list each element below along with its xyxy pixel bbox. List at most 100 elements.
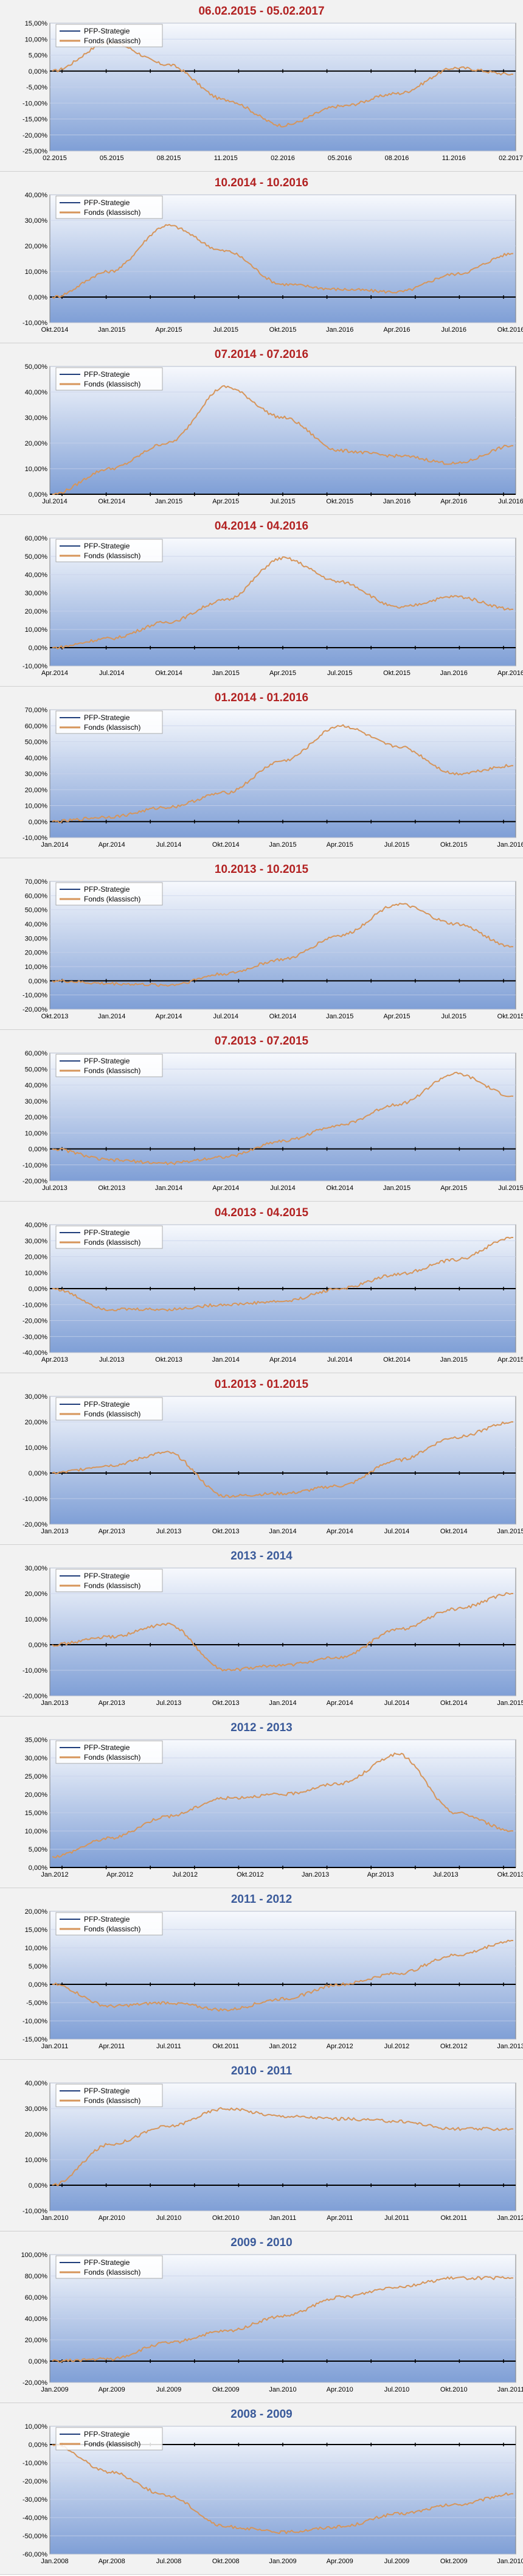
- chart-title: 2013 - 2014: [230, 1550, 293, 1563]
- chart-title: 2010 - 2011: [230, 2065, 293, 2077]
- x-tick-label: Apr.2014: [155, 1013, 182, 1020]
- series-line-fonds-klassisch: [52, 903, 514, 987]
- y-tick-label: -10,00%: [23, 2460, 47, 2467]
- y-tick-label: 10,00%: [25, 1270, 48, 1277]
- y-tick-label: -20,00%: [23, 2478, 47, 2485]
- y-tick-label: -20,00%: [23, 1178, 47, 1185]
- x-tick-label: Apr.2015: [327, 841, 353, 849]
- x-tick-label: Apr.2008: [99, 2558, 125, 2565]
- y-tick-label: 10,00%: [25, 1444, 48, 1452]
- x-tick-label: 11.2015: [214, 155, 238, 162]
- x-tick-label: Jul.2013: [156, 1699, 182, 1707]
- series-line-fonds-klassisch: [52, 1939, 514, 2012]
- legend-box: [55, 1912, 163, 1936]
- y-tick-label: 10,00%: [25, 626, 48, 634]
- x-tick-label: Jan.2008: [41, 2558, 68, 2565]
- x-tick-label: Jan.2015: [497, 1699, 523, 1707]
- x-tick-label: 08.2016: [385, 155, 409, 162]
- y-tick-label: 20,00%: [25, 608, 48, 615]
- y-tick-label: 20,00%: [25, 1791, 48, 1799]
- legend-label-strategy: PFP-Strategie: [84, 1572, 130, 1580]
- x-tick-label: Okt.2013: [497, 1871, 523, 1878]
- chart-title: 2012 - 2013: [230, 1721, 293, 1734]
- x-tick-label: Jan.2015: [497, 1528, 523, 1535]
- x-tick-label: Okt.2014: [440, 1699, 468, 1707]
- x-tick-label: Jul.2014: [42, 498, 68, 505]
- line-chart: 10,00% 0,00% -10,00% -20,00% -30,00% -40,00% -…: [23, 2423, 523, 2565]
- legend-label-fund: Fonds (klassisch): [84, 723, 140, 732]
- line-chart: 50,00%40,00%30,00%20,00%10,00%0,00%Jul.2…: [25, 363, 523, 505]
- x-tick-label: Okt.2015: [383, 670, 410, 677]
- legend-box: [55, 2255, 163, 2279]
- y-tick-label: 25,00%: [25, 1773, 48, 1780]
- line-chart: 70,00% 60,00% 50,00% 40,00% 30,00% 20,00% 10,0…: [23, 707, 523, 849]
- x-tick-label: Jul.2014: [384, 1528, 410, 1535]
- x-tick-label: Jul.2015: [213, 326, 238, 334]
- y-tick-label: -20,00%: [23, 1693, 47, 1700]
- x-tick-label: Apr.2010: [327, 2386, 353, 2393]
- y-tick-label: 60,00%: [25, 723, 48, 730]
- x-tick-label: Okt.2016: [497, 326, 523, 334]
- legend-box: [55, 367, 163, 391]
- legend-box: [55, 710, 163, 734]
- y-tick-label: -5,00%: [26, 2000, 47, 2007]
- x-tick-label: Jan.2014: [212, 1356, 240, 1363]
- series-line-fonds-klassisch: [52, 2107, 514, 2186]
- series-line-fonds-klassisch: [52, 556, 514, 649]
- x-tick-label: Jan.2013: [41, 1699, 68, 1707]
- y-tick-label: -10,00%: [23, 2208, 47, 2215]
- series-line-fonds-klassisch: [52, 1752, 514, 1858]
- x-tick-label: Okt.2014: [155, 670, 182, 677]
- y-tick-label: 100,00%: [21, 2252, 48, 2259]
- line-chart: 70,00% 60,00% 50,00% 40,00% 30,00% 20,00% 10,0…: [23, 878, 523, 1020]
- y-tick-label: 0,00%: [29, 2441, 47, 2449]
- x-tick-label: Jan.2013: [302, 1871, 329, 1878]
- y-tick-label: 20,00%: [25, 786, 48, 794]
- legend-label-strategy: PFP-Strategie: [84, 198, 130, 207]
- y-tick-label: 10,00%: [25, 803, 48, 810]
- x-tick-label: Okt.2015: [326, 498, 353, 505]
- x-tick-label: Apr.2013: [41, 1356, 68, 1363]
- chart-title: 10.2013 - 10.2015: [214, 863, 309, 876]
- x-tick-label: Okt.2015: [440, 841, 468, 849]
- x-tick-label: Jul.2012: [384, 2043, 410, 2050]
- x-tick-label: Okt.2011: [212, 2043, 239, 2050]
- x-tick-label: Jan.2009: [269, 2558, 296, 2565]
- legend-box: [55, 539, 163, 562]
- chart-panel: 2009 - 2010 100,00% 80,00% 60,00% 40,00% 20,0…: [0, 2231, 523, 2403]
- x-tick-label: Apr.2014: [269, 1356, 296, 1363]
- x-tick-label: Jul.2010: [156, 2214, 182, 2222]
- x-tick-label: Okt.2009: [440, 2558, 468, 2565]
- y-tick-label: 30,00%: [25, 1393, 48, 1401]
- legend-label-fund: Fonds (klassisch): [84, 1410, 140, 1418]
- legend-label-strategy: PFP-Strategie: [84, 2430, 130, 2438]
- x-tick-label: Apr.2015: [440, 1185, 467, 1192]
- x-tick-label: Jan.2010: [41, 2214, 68, 2222]
- chart-panel: 07.2014 - 07.2016 50,00% 40,00% 30,00% 20,00…: [0, 343, 523, 515]
- x-tick-label: Jul.2015: [270, 498, 296, 505]
- y-tick-label: 30,00%: [25, 935, 48, 942]
- y-tick-label: 30,00%: [25, 1565, 48, 1572]
- y-tick-label: 50,00%: [25, 553, 48, 561]
- y-tick-label: -50,00%: [23, 2533, 47, 2540]
- x-tick-label: Jul.2013: [433, 1871, 459, 1878]
- x-tick-label: Okt.2015: [497, 1013, 523, 1020]
- y-tick-label: 5,00%: [29, 52, 47, 60]
- y-tick-label: 20,00%: [25, 950, 48, 957]
- y-tick-label: 30,00%: [25, 590, 48, 597]
- legend-label-strategy: PFP-Strategie: [84, 1915, 130, 1923]
- y-tick-label: 0,00%: [29, 1642, 47, 1649]
- x-tick-label: Jan.2016: [383, 498, 410, 505]
- y-tick-label: 15,00%: [25, 1810, 48, 1817]
- series-line-fonds-klassisch: [52, 2276, 514, 2364]
- x-tick-label: Jul.2015: [441, 1013, 466, 1020]
- series-line-fonds-klassisch: [52, 1236, 513, 1312]
- y-tick-label: 50,00%: [25, 907, 48, 914]
- x-tick-label: Apr.2009: [327, 2558, 353, 2565]
- y-tick-label: -5,00%: [26, 84, 47, 91]
